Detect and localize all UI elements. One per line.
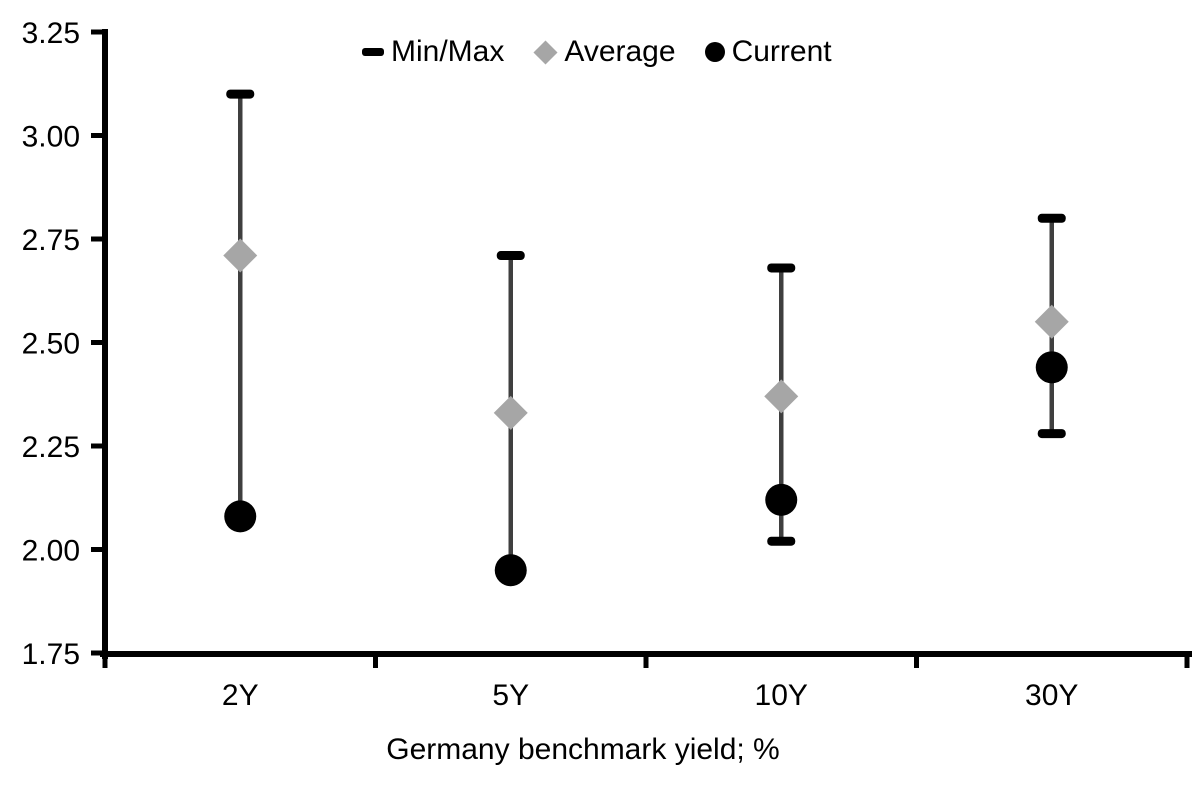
max-cap-30Y bbox=[1037, 213, 1066, 223]
minmax-dash-icon bbox=[362, 48, 384, 56]
y-axis-tick bbox=[91, 443, 105, 449]
min-cap-10Y bbox=[767, 536, 796, 546]
average-marker-30Y bbox=[1034, 304, 1069, 339]
current-marker-2Y bbox=[224, 500, 257, 533]
min-cap-30Y bbox=[1037, 429, 1066, 439]
y-tick-label: 2.75 bbox=[22, 224, 80, 257]
x-tick-label: 30Y bbox=[1025, 679, 1078, 712]
x-axis-tick bbox=[102, 651, 108, 668]
y-axis-tick bbox=[91, 133, 105, 138]
legend-item-minmax: Min/Max bbox=[362, 34, 504, 70]
x-axis-title: Germany benchmark yield; % bbox=[386, 733, 780, 766]
legend-item-average: Average bbox=[533, 34, 676, 70]
y-axis-tick bbox=[91, 236, 105, 242]
x-tick-label: 10Y bbox=[755, 679, 808, 712]
y-tick-label: 2.25 bbox=[22, 431, 80, 464]
y-tick-label: 2.50 bbox=[22, 328, 80, 361]
x-axis-tick bbox=[373, 651, 378, 668]
current-marker-10Y bbox=[765, 483, 798, 516]
legend-label-minmax: Min/Max bbox=[391, 35, 505, 68]
max-cap-2Y bbox=[226, 89, 255, 99]
y-axis-tick bbox=[91, 29, 105, 35]
average-marker-2Y bbox=[223, 238, 258, 273]
x-tick-label: 5Y bbox=[492, 679, 529, 712]
x-tick-label: 2Y bbox=[222, 679, 259, 712]
y-axis-tick bbox=[91, 650, 105, 656]
y-axis-tick bbox=[91, 547, 105, 552]
current-circle-icon bbox=[704, 42, 725, 62]
y-tick-label: 3.00 bbox=[22, 121, 80, 154]
y-tick-label: 1.75 bbox=[22, 638, 80, 671]
max-cap-10Y bbox=[767, 263, 796, 273]
y-tick-label: 2.00 bbox=[22, 535, 80, 568]
legend-label-average: Average bbox=[564, 35, 676, 68]
legend-label-current: Current bbox=[731, 35, 832, 68]
x-axis-tick bbox=[1184, 651, 1190, 668]
legend-item-current: Current bbox=[704, 34, 832, 70]
x-axis-tick bbox=[914, 651, 919, 668]
current-marker-30Y bbox=[1035, 351, 1068, 384]
y-tick-label: 3.25 bbox=[22, 17, 80, 50]
average-marker-5Y bbox=[493, 395, 528, 430]
x-axis-tick bbox=[643, 651, 649, 668]
average-diamond-icon bbox=[533, 39, 558, 65]
current-marker-5Y bbox=[494, 554, 527, 587]
average-marker-10Y bbox=[764, 379, 799, 414]
max-cap-5Y bbox=[496, 251, 525, 261]
y-axis-tick bbox=[91, 340, 105, 345]
legend: Min/Max Average Current bbox=[362, 34, 832, 70]
